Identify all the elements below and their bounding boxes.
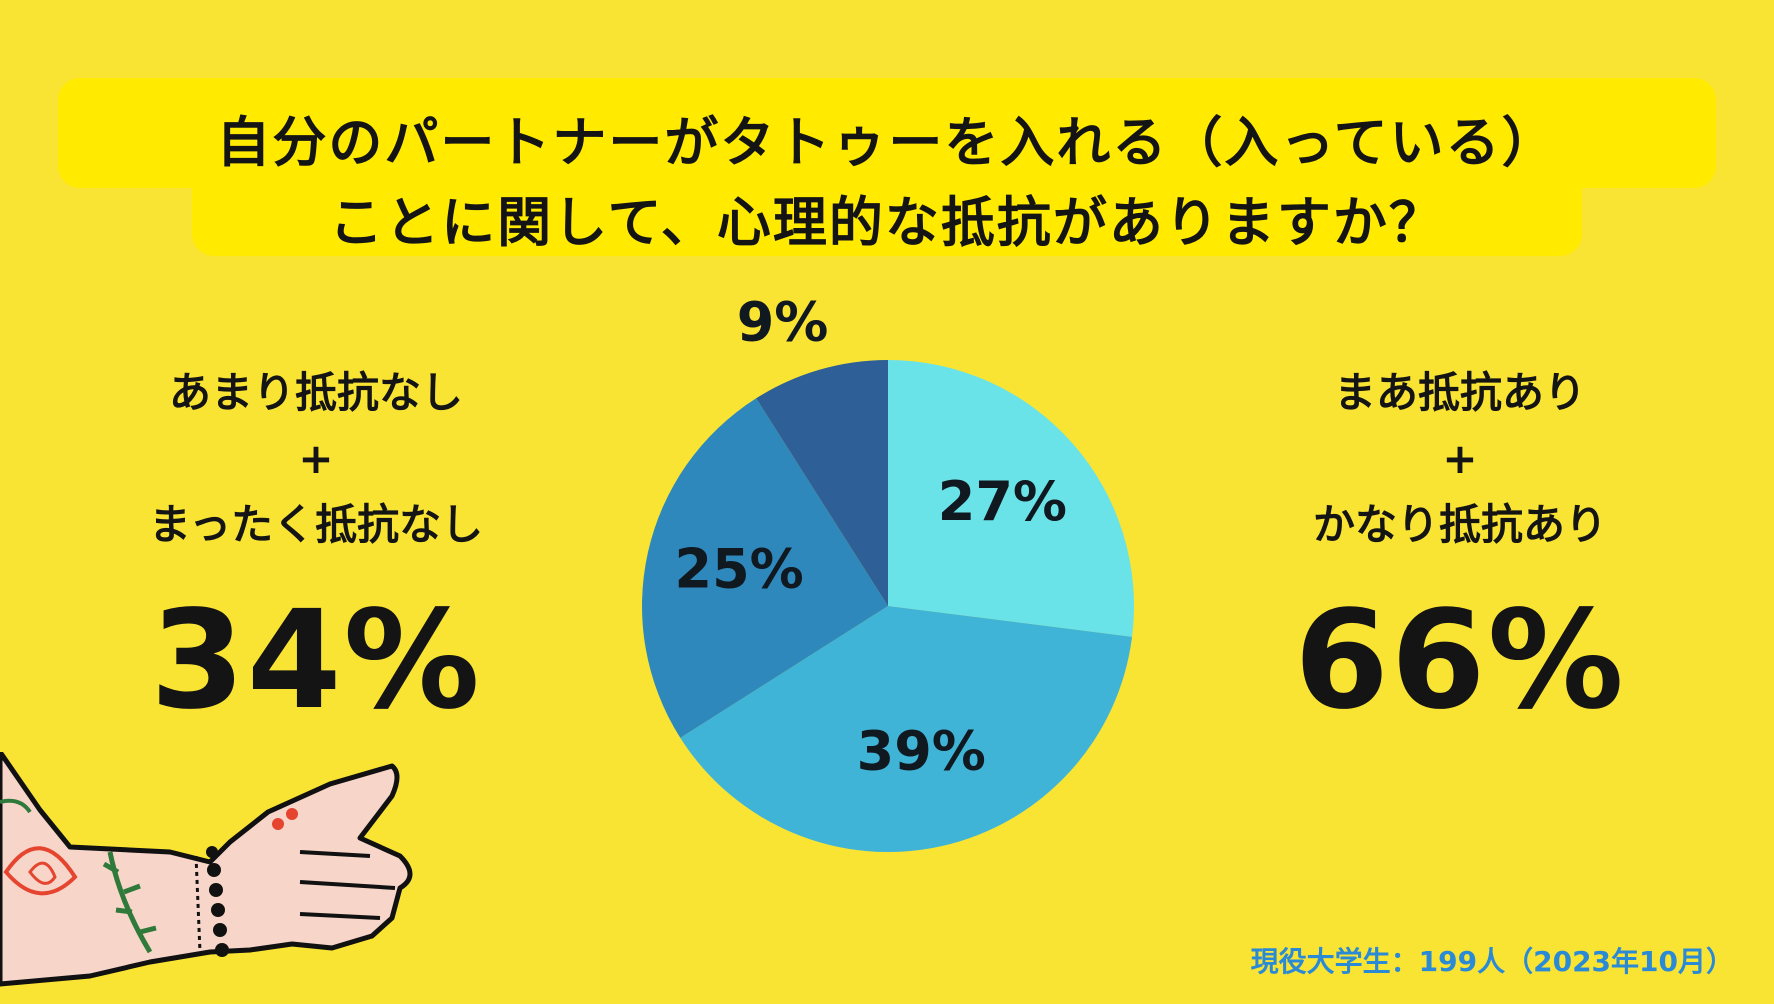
left-summary-value: 34% bbox=[150, 582, 482, 740]
right-summary-value: 66% bbox=[1294, 582, 1626, 740]
tattooed-thumbs-up-arm-illustration bbox=[0, 752, 413, 987]
left-summary: あまり抵抗なし + まったく抵抗なし 34% bbox=[36, 360, 596, 736]
right-summary-plus: + bbox=[1442, 434, 1478, 483]
pie-slice-1 bbox=[680, 606, 1133, 852]
pie-slice-0 bbox=[888, 360, 1134, 637]
pie-slice-label-3: 9% bbox=[737, 300, 829, 353]
title-highlight-bottom bbox=[192, 168, 1582, 256]
pie-slice-label-2: 25% bbox=[675, 537, 804, 600]
pie-chart: 27% 39% 25% 9% bbox=[642, 300, 1134, 852]
right-summary-line-1: まあ抵抗あり bbox=[1333, 368, 1586, 417]
right-summary-line-2: かなり抵抗あり bbox=[1312, 500, 1607, 549]
left-summary-line-2: まったく抵抗なし bbox=[148, 500, 484, 549]
left-summary-line-1: あまり抵抗なし bbox=[168, 368, 463, 417]
pie-slice-label-1: 39% bbox=[857, 719, 986, 782]
pie-slice-2 bbox=[642, 398, 888, 738]
left-summary-plus: + bbox=[298, 434, 334, 483]
title-line-1: 自分のパートナーがタトゥーを入れる（入っている） bbox=[216, 111, 1558, 174]
title-line-2: ことに関して、心理的な抵抗がありますか？ bbox=[329, 191, 1445, 254]
pie-slice-3 bbox=[756, 360, 888, 606]
title-area: 自分のパートナーがタトゥーを入れる（入っている） ことに関して、心理的な抵抗があ… bbox=[0, 0, 1774, 270]
right-summary: まあ抵抗あり + かなり抵抗あり 66% bbox=[1180, 360, 1740, 736]
pie-slice-label-0: 27% bbox=[938, 470, 1067, 533]
survey-footnote: 現役大学生：199人（2023年10月） bbox=[1250, 945, 1734, 978]
